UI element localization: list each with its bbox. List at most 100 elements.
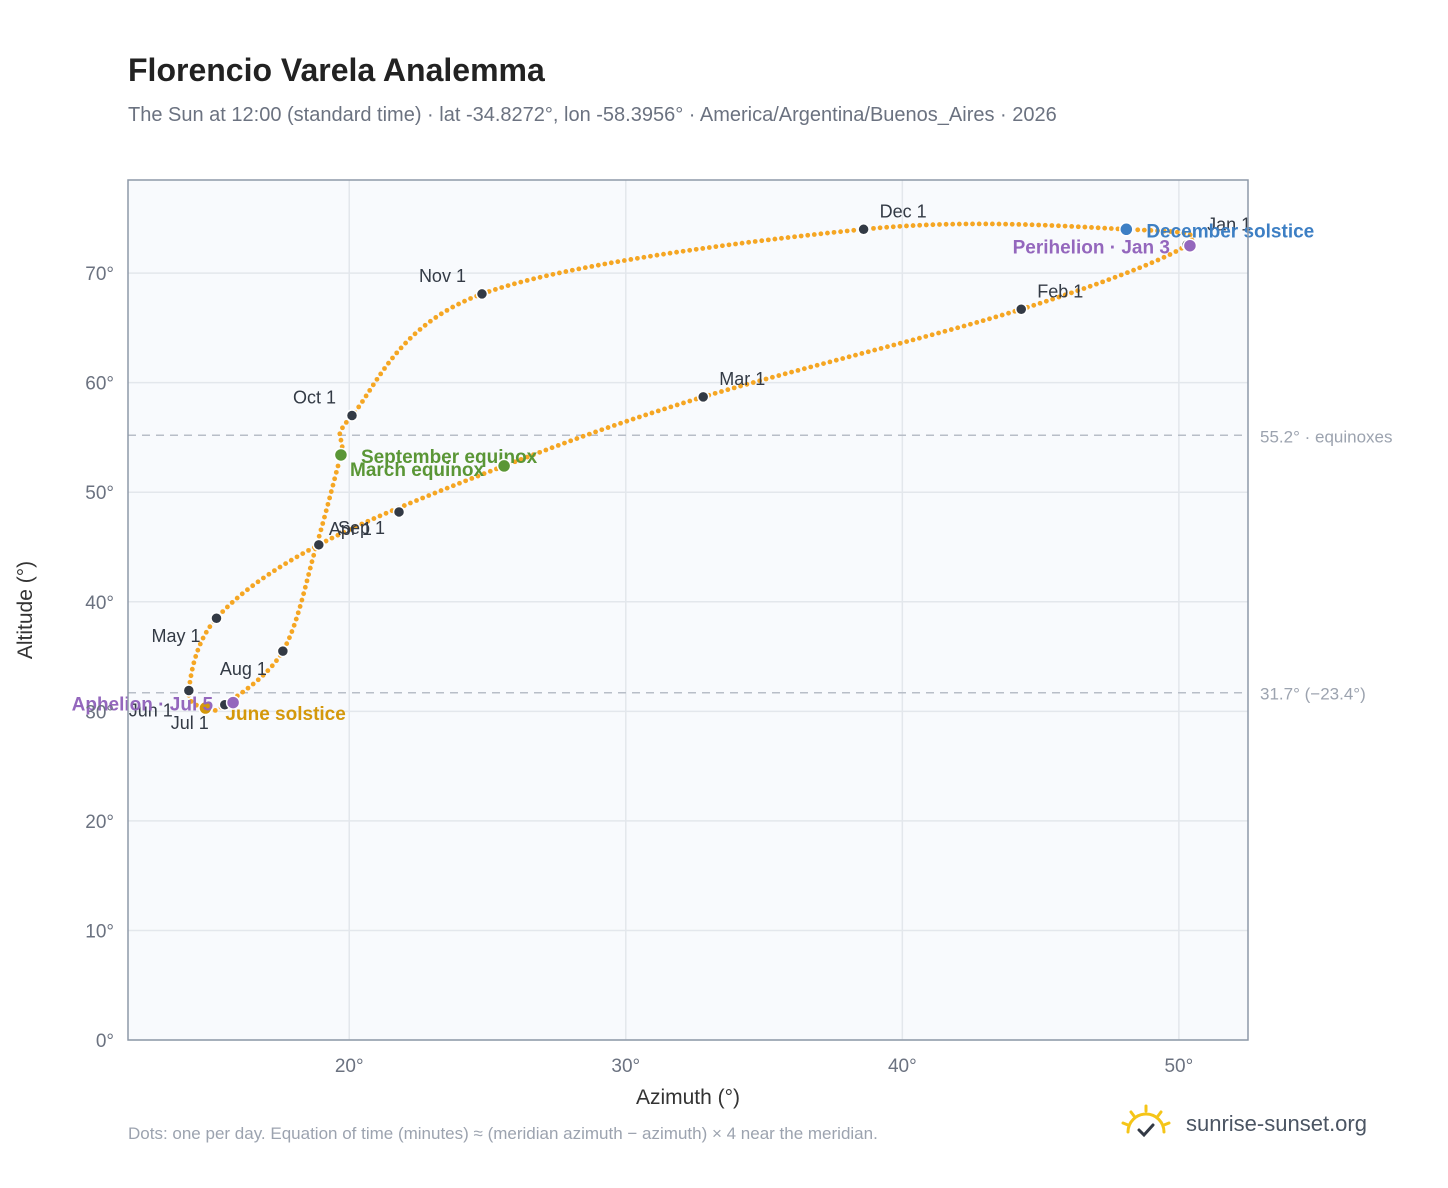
daily-sun-dot	[910, 337, 916, 343]
daily-sun-dot	[746, 239, 752, 245]
daily-sun-dot	[524, 454, 530, 460]
event-marker	[1182, 238, 1198, 253]
daily-sun-dot	[1173, 249, 1179, 254]
daily-sun-dot	[398, 345, 404, 351]
daily-sun-dot	[795, 367, 801, 373]
daily-sun-dot	[643, 412, 649, 418]
daily-sun-dot	[634, 255, 640, 261]
daily-sun-dot	[414, 498, 419, 503]
daily-sun-dot	[1075, 288, 1081, 294]
daily-sun-dot	[950, 221, 956, 227]
daily-sun-dot	[250, 583, 256, 589]
daily-sun-dot	[654, 252, 660, 258]
daily-sun-dot	[307, 565, 313, 571]
daily-sun-dot	[974, 320, 980, 325]
daily-sun-dot	[765, 237, 771, 243]
chart-subtitle: The Sun at 12:00 (standard time) · lat -…	[128, 104, 1057, 126]
daily-sun-dot	[792, 234, 797, 240]
daily-sun-dot	[827, 359, 833, 365]
daily-sun-dot	[311, 552, 317, 558]
y-tick-label: 60°	[85, 374, 114, 395]
daily-sun-dot	[394, 350, 400, 356]
daily-sun-dot	[655, 408, 661, 414]
daily-sun-dot	[318, 527, 324, 533]
daily-sun-dot	[576, 266, 582, 272]
daily-sun-dot	[818, 231, 824, 237]
daily-sun-dot	[630, 416, 636, 422]
daily-sun-dot	[462, 298, 467, 304]
daily-sun-dot	[752, 239, 758, 244]
daily-sun-dot	[450, 304, 456, 310]
daily-sun-dot	[309, 559, 315, 565]
daily-sun-dot	[621, 258, 627, 263]
daily-sun-dot	[1115, 226, 1121, 232]
daily-sun-dot	[299, 597, 305, 603]
daily-sun-dot	[1056, 294, 1062, 300]
daily-sun-dot	[851, 227, 857, 233]
daily-sun-dot	[189, 666, 195, 672]
daily-sun-dot	[325, 501, 331, 507]
daily-sun-dot	[272, 568, 277, 574]
daily-sun-dot	[438, 311, 444, 317]
daily-sun-dot	[433, 315, 439, 320]
daily-sun-dot	[976, 221, 982, 227]
daily-sun-dot	[846, 354, 852, 360]
daily-sun-dot	[323, 538, 329, 544]
daily-sun-dot	[403, 340, 408, 346]
daily-sun-dot	[1168, 229, 1174, 234]
daily-sun-dot	[524, 278, 530, 283]
event-marker	[496, 458, 512, 474]
daily-sun-dot	[240, 689, 246, 695]
daily-sun-dot	[674, 249, 679, 255]
daily-sun-dot	[195, 647, 201, 653]
y-tick-label: 0°	[96, 1031, 114, 1052]
month-marker	[696, 390, 710, 404]
daily-sun-dot	[378, 371, 384, 377]
brand-name[interactable]: sunrise-sunset.org	[1186, 1111, 1367, 1136]
daily-sun-dot	[891, 342, 897, 348]
month-marker	[210, 611, 223, 625]
daily-sun-dot	[401, 503, 407, 508]
month-marker	[276, 644, 290, 658]
daily-sun-dot	[1089, 225, 1094, 230]
daily-sun-dot	[757, 378, 763, 384]
daily-sun-dot	[904, 339, 910, 345]
daily-sun-dot	[649, 410, 655, 416]
daily-sun-dot	[220, 609, 226, 615]
daily-sun-dot	[782, 371, 788, 377]
daily-sun-dot	[407, 335, 413, 341]
daily-sun-dot	[347, 527, 353, 532]
daily-sun-dot	[191, 660, 197, 666]
daily-sun-dot	[996, 221, 1002, 227]
daily-sun-dot	[550, 271, 556, 277]
reference-line-label: 31.7° (−23.4°)	[1260, 685, 1366, 704]
daily-sun-dot	[463, 478, 469, 484]
reference-lines: 55.2° · equinoxes 31.7° (−23.4°)	[128, 427, 1393, 704]
daily-sun-dot	[562, 440, 567, 446]
daily-sun-dot	[374, 376, 380, 382]
daily-sun-dot	[713, 244, 719, 250]
daily-sun-dot	[1137, 265, 1143, 271]
daily-sun-dot	[469, 476, 475, 481]
daily-sun-dot	[865, 349, 871, 355]
daily-sun-dot	[720, 243, 725, 249]
daily-sun-dot	[785, 235, 791, 240]
event-marker	[225, 695, 241, 710]
daily-sun-dot	[989, 221, 995, 227]
daily-sun-dot	[1075, 224, 1081, 230]
brand[interactable]: sunrise-sunset.org	[1120, 1104, 1367, 1144]
daily-sun-dot	[266, 571, 272, 577]
daily-sun-dot	[363, 393, 369, 399]
daily-sun-dot	[1148, 228, 1154, 233]
daily-sun-dot	[188, 699, 194, 704]
daily-sun-dot	[563, 269, 569, 274]
y-tick-label: 10°	[85, 921, 114, 942]
daily-sun-dot	[289, 629, 295, 634]
daily-sun-dot	[878, 345, 884, 351]
month-label: Apr 1	[329, 519, 372, 539]
daily-sun-dot	[284, 641, 290, 647]
daily-sun-dot	[1062, 223, 1068, 229]
daily-sun-dot	[611, 423, 617, 428]
